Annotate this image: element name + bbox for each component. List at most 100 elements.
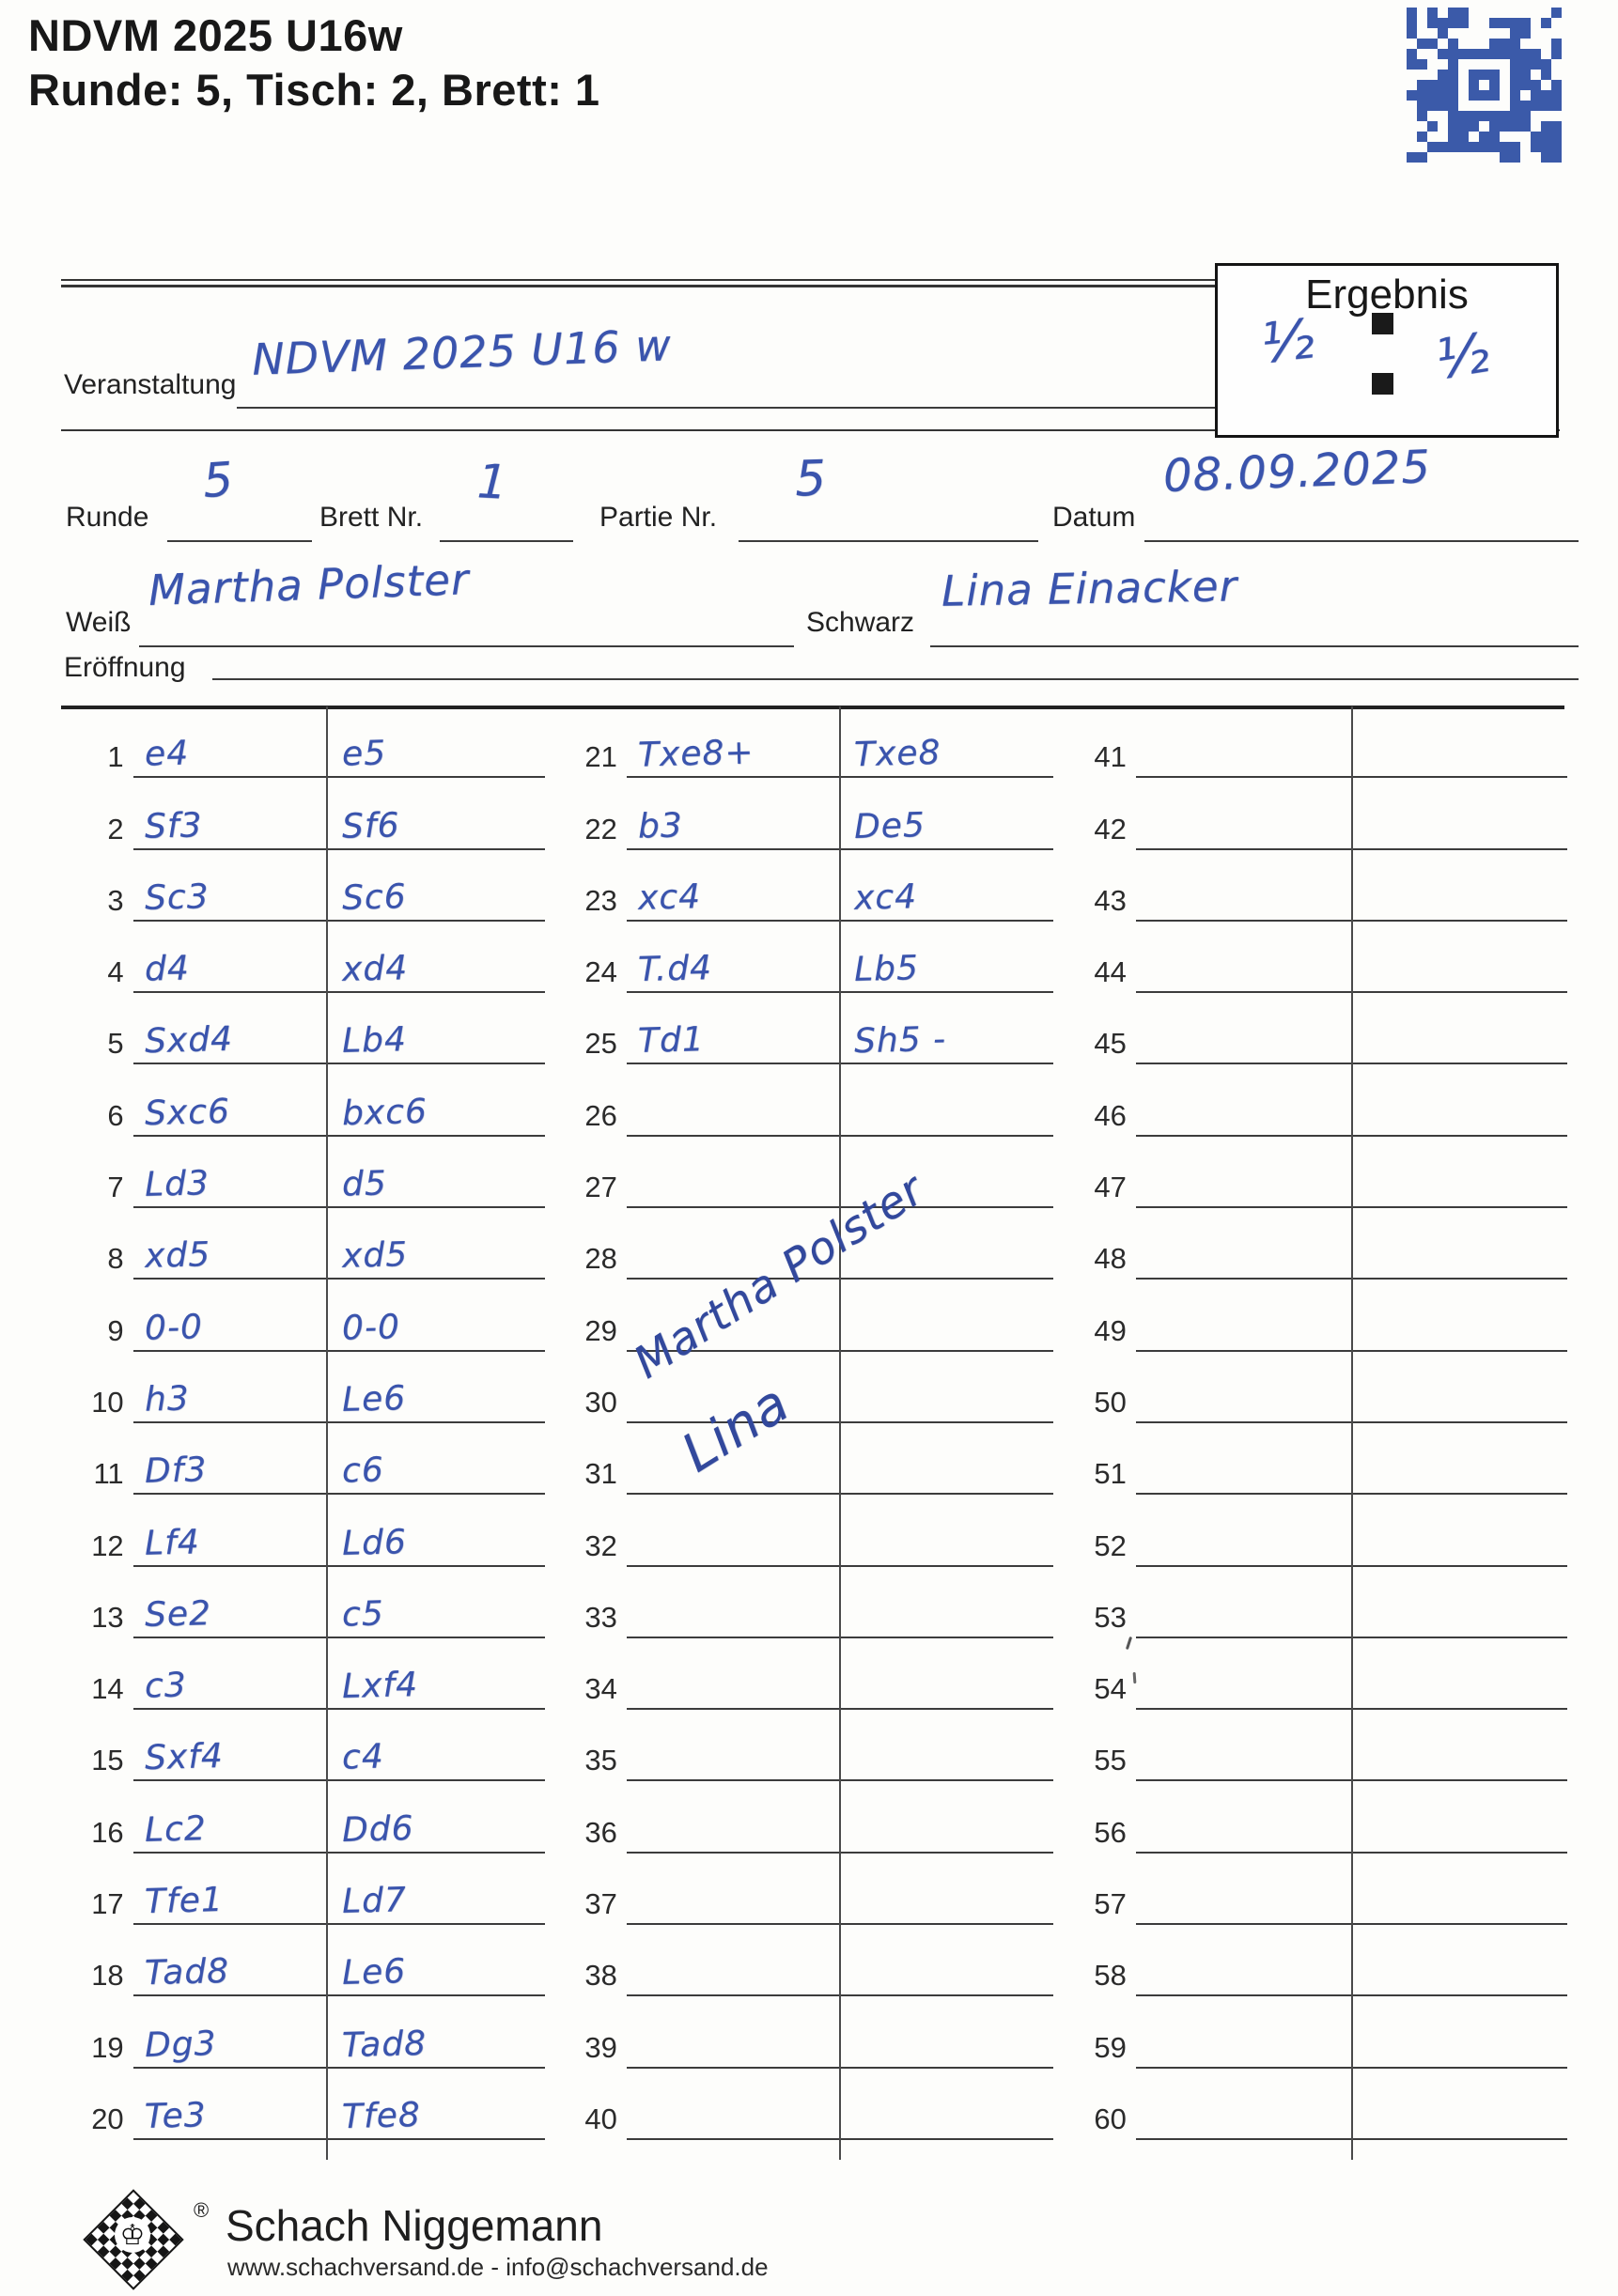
white-move: Lf4 bbox=[144, 1522, 200, 1563]
event-line bbox=[237, 346, 1215, 409]
black-move-cell bbox=[843, 1064, 1053, 1137]
white-move: Te3 bbox=[144, 2096, 207, 2136]
black-move-cell bbox=[1355, 706, 1567, 779]
white-move: d4 bbox=[144, 949, 190, 989]
move-number: 18 bbox=[91, 1959, 124, 1993]
black-move-cell bbox=[843, 1638, 1053, 1711]
move-row-55: 55 bbox=[1071, 1710, 1567, 1782]
move-number: 15 bbox=[91, 1744, 124, 1777]
divider bbox=[61, 279, 1215, 281]
column-divider bbox=[326, 706, 328, 2160]
divider bbox=[61, 285, 1215, 287]
move-row-56: 56 bbox=[1071, 1781, 1567, 1854]
white-move-cell bbox=[1135, 1423, 1356, 1496]
black-move: Lb4 bbox=[340, 1020, 407, 1062]
black-move: bxc6 bbox=[340, 1092, 428, 1133]
brand-logo: ♔ bbox=[83, 2189, 184, 2290]
move-number: 28 bbox=[584, 1242, 617, 1276]
brett-line bbox=[440, 489, 573, 542]
black-move-cell bbox=[1355, 1064, 1567, 1137]
white-move-cell: Dg3 bbox=[132, 1996, 331, 2069]
white-move-cell bbox=[1135, 1781, 1356, 1854]
white-move-cell bbox=[626, 1854, 844, 1926]
black-move-cell bbox=[1355, 1137, 1567, 1209]
black-move: c4 bbox=[340, 1737, 384, 1778]
black-move: 0-0 bbox=[340, 1307, 400, 1348]
black-move-cell: d5 bbox=[330, 1137, 545, 1209]
white-move-cell: e4 bbox=[132, 706, 331, 779]
black-move-cell bbox=[1355, 850, 1567, 922]
white-move-cell: Lc2 bbox=[132, 1781, 331, 1854]
white-move-cell: xc4 bbox=[626, 850, 844, 922]
white-move-cell bbox=[626, 1280, 844, 1352]
move-row-24: 24 T.d4 Lb5 bbox=[564, 922, 1053, 994]
black-move: Sf6 bbox=[340, 805, 400, 846]
white-move-cell: Td1 bbox=[626, 993, 844, 1065]
move-number: 50 bbox=[1094, 1385, 1127, 1419]
white-move-cell bbox=[626, 1352, 844, 1423]
move-row-12: 12 Lf4 Ld6 bbox=[61, 1495, 545, 1567]
move-row-38: 38 bbox=[564, 1925, 1053, 1997]
move-number: 41 bbox=[1094, 740, 1127, 774]
move-row-7: 7 Ld3 d5 bbox=[61, 1137, 545, 1209]
white-move-cell: xd5 bbox=[132, 1208, 331, 1280]
move-row-54: 54 bbox=[1071, 1638, 1567, 1711]
black-move: Dd6 bbox=[340, 1808, 414, 1850]
white-move-cell bbox=[626, 1781, 844, 1854]
move-number: 52 bbox=[1094, 1528, 1127, 1562]
white-move-cell bbox=[1135, 922, 1356, 994]
move-row-41: 41 bbox=[1071, 706, 1567, 779]
black-move: xd4 bbox=[340, 949, 409, 990]
move-number: 49 bbox=[1094, 1313, 1127, 1347]
move-number: 22 bbox=[584, 812, 617, 845]
move-number: 2 bbox=[107, 812, 124, 845]
column-divider bbox=[839, 706, 841, 2160]
black-move-cell bbox=[1355, 1352, 1567, 1423]
move-number: 26 bbox=[584, 1098, 617, 1132]
black-move-cell bbox=[1355, 778, 1567, 850]
move-number: 3 bbox=[107, 883, 124, 917]
white-move-cell: c3 bbox=[132, 1638, 331, 1711]
brand-name: Schach Niggemann bbox=[226, 2201, 603, 2250]
white-move-cell bbox=[1135, 2069, 1356, 2140]
black-move-cell: Tfe8 bbox=[330, 2069, 545, 2140]
result-box: Ergebnis ½ ½ bbox=[1215, 263, 1559, 438]
move-row-25: 25 Td1 Sh5 - bbox=[564, 993, 1053, 1065]
move-number: 8 bbox=[107, 1242, 124, 1276]
white-move-cell: Sxd4 bbox=[132, 993, 331, 1065]
white-move-cell bbox=[1135, 1567, 1356, 1638]
white-move-cell: T.d4 bbox=[626, 922, 844, 994]
move-row-32: 32 bbox=[564, 1495, 1053, 1567]
table-top-border bbox=[61, 706, 1564, 709]
move-row-13: 13 Se2 c5 bbox=[61, 1567, 545, 1638]
move-row-4: 4 d4 xd4 bbox=[61, 922, 545, 994]
event-label: Veranstaltung bbox=[64, 369, 237, 400]
move-row-18: 18 Tad8 Le6 bbox=[61, 1925, 545, 1997]
move-row-21: 21 Txe8+ Txe8 bbox=[564, 706, 1053, 779]
white-move-cell bbox=[626, 1996, 844, 2069]
move-column-1: 1 e4 e5 2 Sf3 Sf6 3 Sc3 Sc6 4 d4 xd4 5 Sxd4 Lb4 6 Sxc6 bx… bbox=[61, 706, 545, 2160]
move-column-2: 21 Txe8+ Txe8 22 b3 De5 23 xc4 xc4 24 T.d4 Lb5 25 Td1… bbox=[564, 706, 1053, 2160]
black-move-cell bbox=[843, 1710, 1053, 1782]
black-move: xd5 bbox=[340, 1235, 409, 1277]
runde-label: Runde bbox=[66, 502, 149, 533]
white-move: Dg3 bbox=[144, 2024, 217, 2065]
move-number: 33 bbox=[584, 1600, 617, 1634]
white-move: Sxc6 bbox=[144, 1092, 231, 1133]
move-number: 59 bbox=[1094, 2030, 1127, 2064]
white-move: 0-0 bbox=[144, 1307, 204, 1348]
move-number: 47 bbox=[1094, 1171, 1127, 1204]
black-move-cell bbox=[843, 1495, 1053, 1567]
black-move-cell: xd4 bbox=[330, 922, 545, 994]
white-move: b3 bbox=[637, 805, 684, 846]
black-move-cell bbox=[1355, 1423, 1567, 1496]
partie-line bbox=[739, 489, 1038, 542]
white-move-cell bbox=[1135, 1280, 1356, 1352]
colon-square bbox=[1372, 313, 1393, 334]
brand-contact: www.schachversand.de - info@schachversan… bbox=[227, 2253, 769, 2281]
white-move: Ld3 bbox=[144, 1164, 210, 1204]
black-move-cell: 0-0 bbox=[330, 1280, 545, 1352]
white-move-cell bbox=[1135, 1495, 1356, 1567]
white-move-cell: Sf3 bbox=[132, 778, 331, 850]
black-move-cell: Sc6 bbox=[330, 850, 545, 922]
